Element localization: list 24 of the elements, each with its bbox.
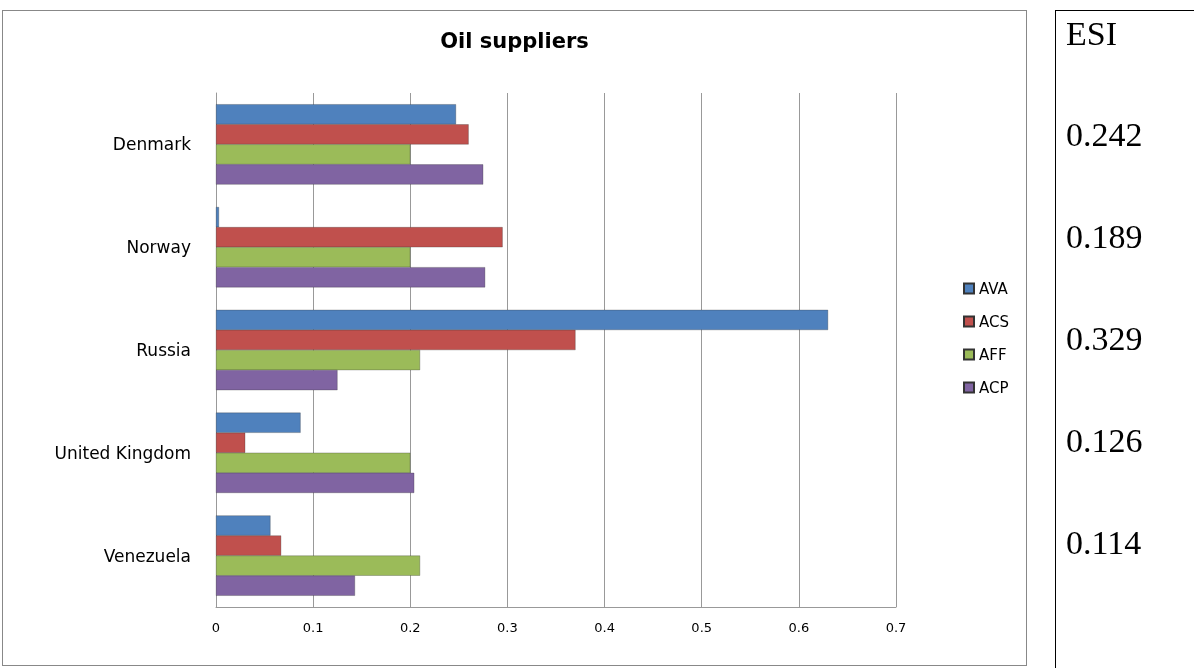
y-tick-label: Russia bbox=[136, 340, 191, 360]
text: 0.242 bbox=[1066, 116, 1143, 154]
text: 0.126 bbox=[1066, 422, 1143, 460]
x-tick-label: 0.6 bbox=[788, 620, 810, 635]
text: 0.189 bbox=[1066, 218, 1143, 256]
x-tick-label: 0.1 bbox=[302, 620, 324, 635]
y-tick-label: Denmark bbox=[112, 134, 192, 155]
x-tick-label: 0.7 bbox=[885, 620, 907, 635]
x-tick-label: 0.4 bbox=[594, 620, 615, 635]
x-tick-label: 0.3 bbox=[497, 620, 518, 635]
legend-label: ACS bbox=[979, 312, 1010, 331]
text: 0.114 bbox=[1066, 524, 1142, 562]
legend-label: ACP bbox=[979, 378, 1009, 397]
y-tick-label: Venezuela bbox=[103, 545, 191, 566]
x-tick-label: 0.5 bbox=[691, 620, 713, 635]
x-tick-label: 0 bbox=[211, 620, 221, 635]
y-tick-label: United Kingdom bbox=[54, 442, 191, 463]
legend-label: AFF bbox=[979, 345, 1007, 364]
legend-label: AVA bbox=[979, 279, 1009, 298]
text: ESI bbox=[1066, 15, 1117, 53]
y-tick-label: Norway bbox=[126, 237, 191, 258]
chart-title: Oil suppliers bbox=[440, 28, 589, 53]
text: 0.329 bbox=[1066, 320, 1143, 358]
x-tick-label: 0.2 bbox=[399, 620, 421, 635]
